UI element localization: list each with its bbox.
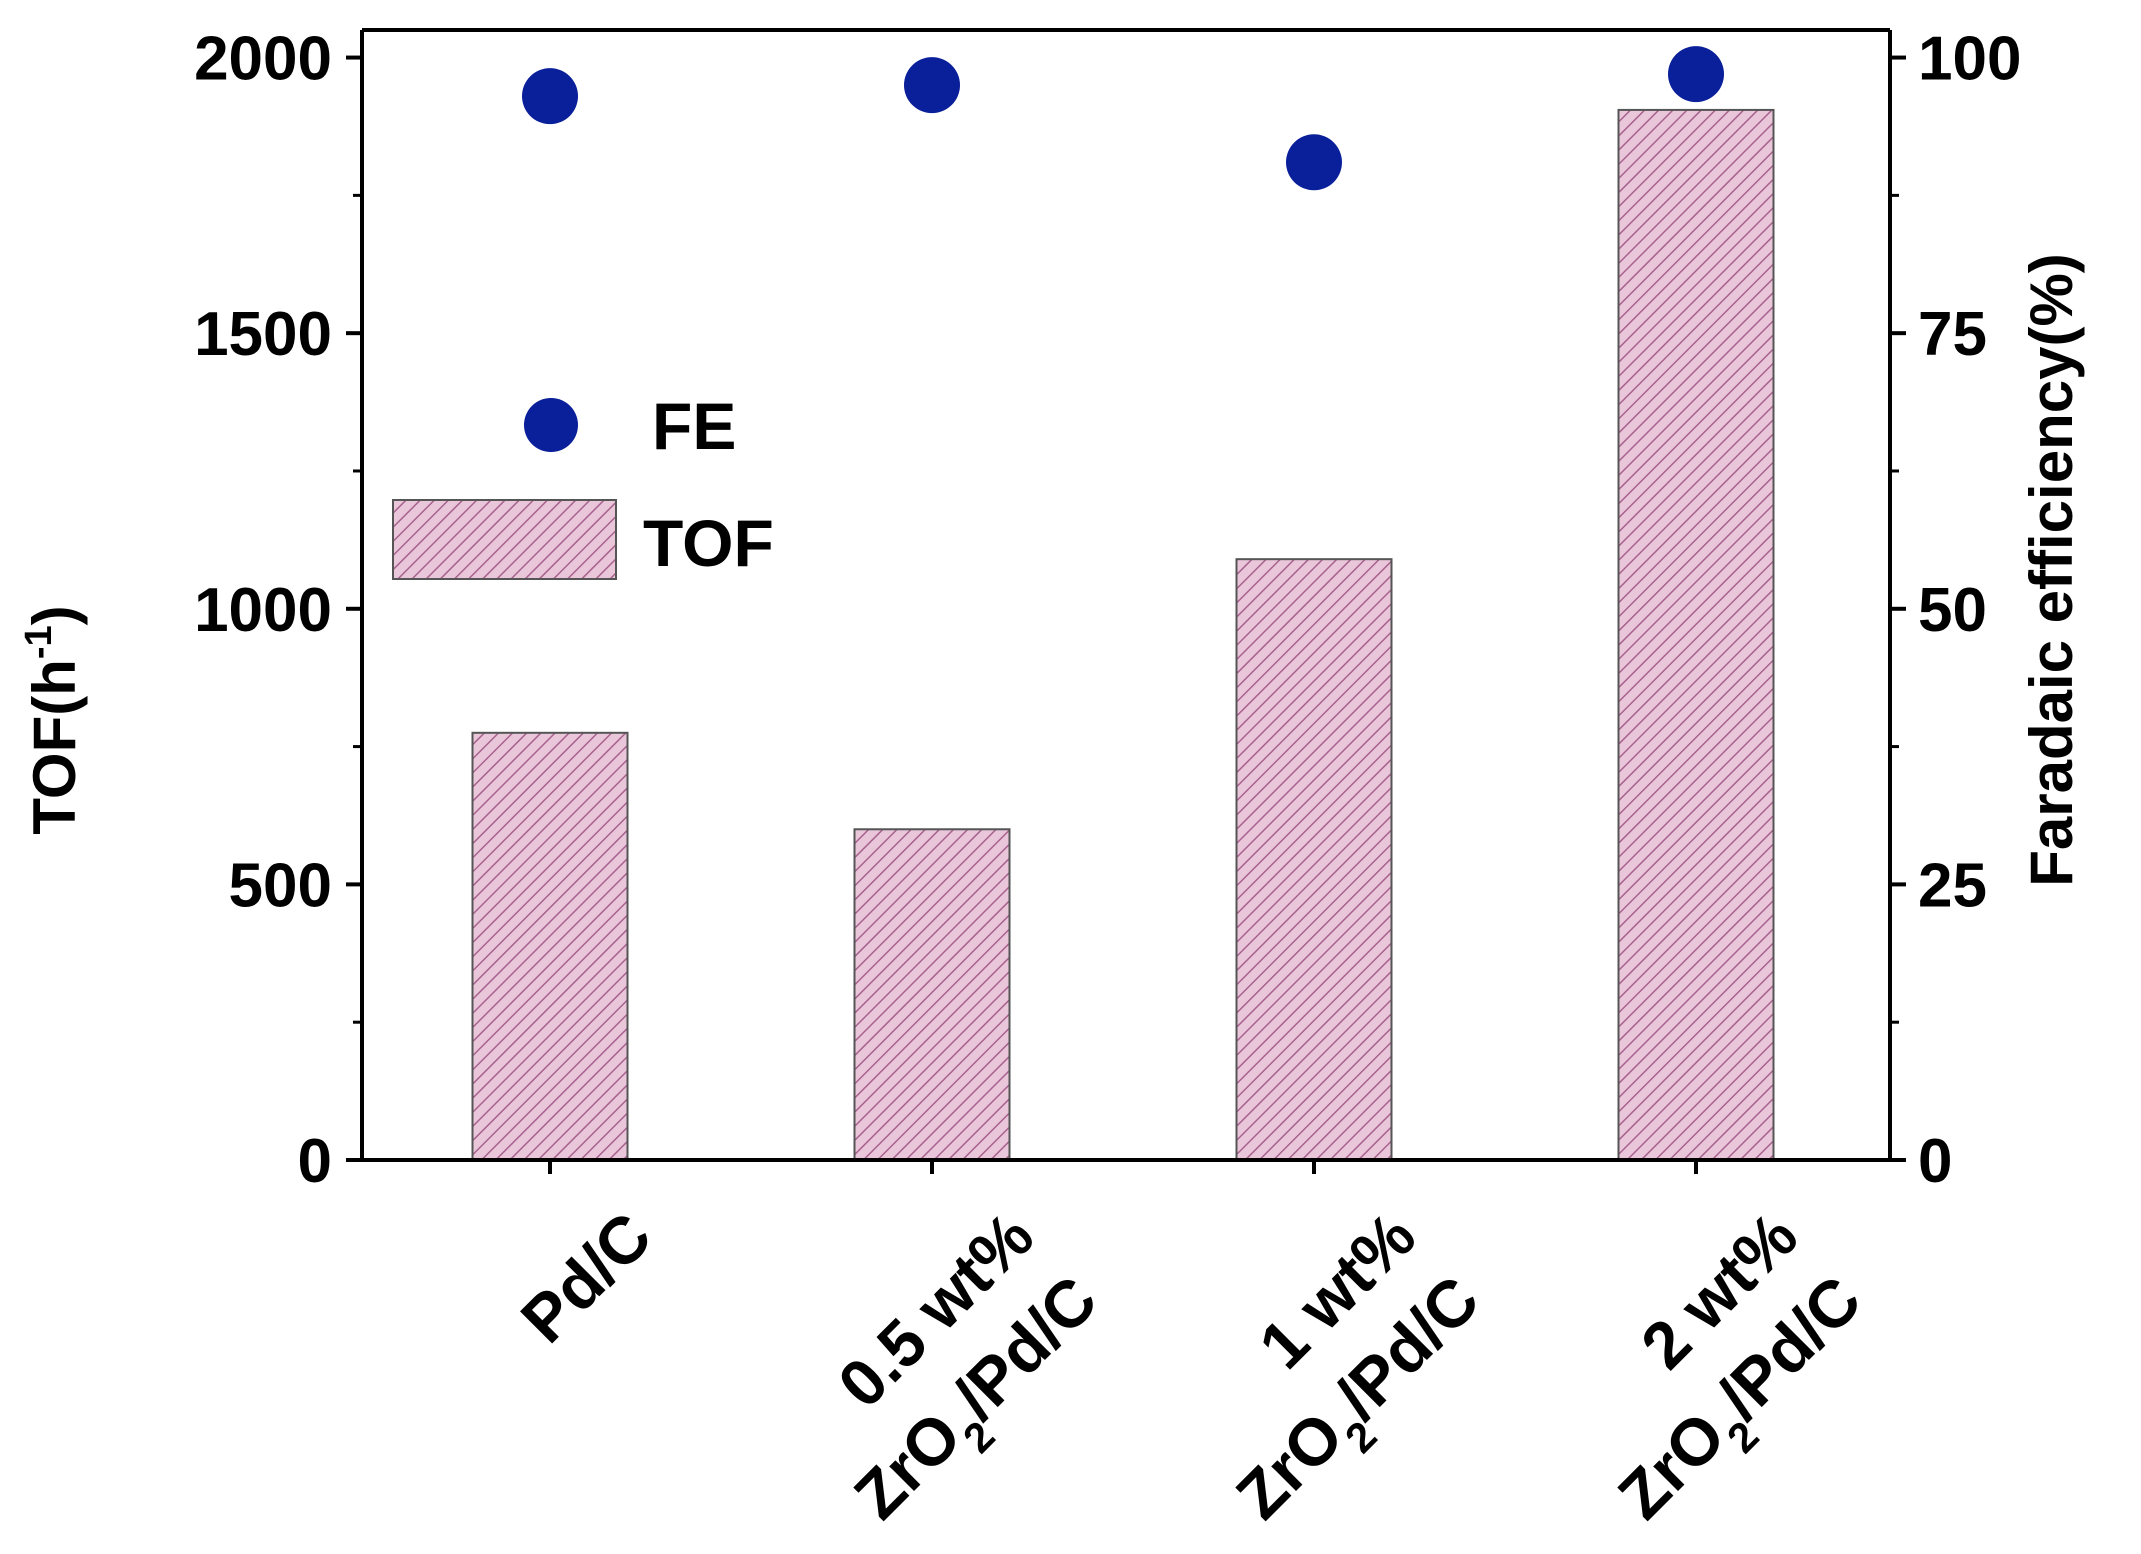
- category-label-line1: Pd/C: [507, 1198, 666, 1357]
- legend: FE TOF: [392, 389, 774, 580]
- category-label-2: 1 wt%ZrO2/Pd/C: [1222, 1198, 1493, 1533]
- bars-layer: [471, 108, 1775, 1162]
- right-tick-label: 50: [1918, 576, 1987, 645]
- legend-tof-swatch: [392, 499, 617, 580]
- right-axis-title: Faradaic efficiency(%): [2018, 253, 2085, 887]
- left-tick-label: 1000: [194, 576, 332, 645]
- left-axis-title-main: TOF(h: [21, 659, 88, 835]
- right-tick-label: 25: [1918, 851, 1987, 920]
- left-tick-label: 500: [229, 851, 332, 920]
- tof-bar-1: [853, 828, 1011, 1162]
- points-layer: [522, 46, 1724, 191]
- category-label-3: 2 wt%ZrO2/Pd/C: [1604, 1198, 1875, 1533]
- tof-bar-3: [1617, 108, 1775, 1161]
- category-label-line2-main: ZrO: [840, 1397, 975, 1532]
- right-tick-label: 75: [1918, 300, 1987, 369]
- axes-layer: 0 500 1000 1500 2000 0 25 50 75 100: [194, 25, 2021, 1196]
- tof-bar-2: [1235, 558, 1393, 1161]
- left-tick-label: 1500: [194, 300, 332, 369]
- legend-fe-label: FE: [652, 389, 736, 463]
- fe-point-1: [904, 57, 960, 114]
- category-labels: Pd/C 0.5 wt%ZrO2/Pd/C 1 wt%ZrO2/Pd/C 2 wt%Z…: [507, 1198, 1875, 1533]
- fe-point-3: [1668, 46, 1724, 103]
- category-label-0: Pd/C: [507, 1198, 666, 1357]
- left-tick-label: 0: [298, 1127, 332, 1196]
- left-axis-title-sup: -1: [18, 625, 60, 659]
- tof-bar-0: [471, 731, 629, 1161]
- fe-point-0: [522, 68, 578, 125]
- left-axis-title-tail: ): [21, 605, 88, 625]
- right-tick-label: 100: [1918, 25, 2021, 94]
- fe-point-2: [1286, 134, 1342, 191]
- legend-tof-label: TOF: [643, 506, 774, 580]
- category-label-line2-main: ZrO: [1604, 1397, 1739, 1532]
- legend-fe-marker: [524, 398, 578, 452]
- category-label-line2-main: ZrO: [1222, 1397, 1357, 1532]
- left-axis-title: TOF(h-1): [18, 605, 88, 834]
- category-label-1: 0.5 wt%ZrO2/Pd/C: [824, 1198, 1111, 1533]
- left-tick-label: 2000: [194, 25, 332, 94]
- right-tick-label: 0: [1918, 1127, 1952, 1196]
